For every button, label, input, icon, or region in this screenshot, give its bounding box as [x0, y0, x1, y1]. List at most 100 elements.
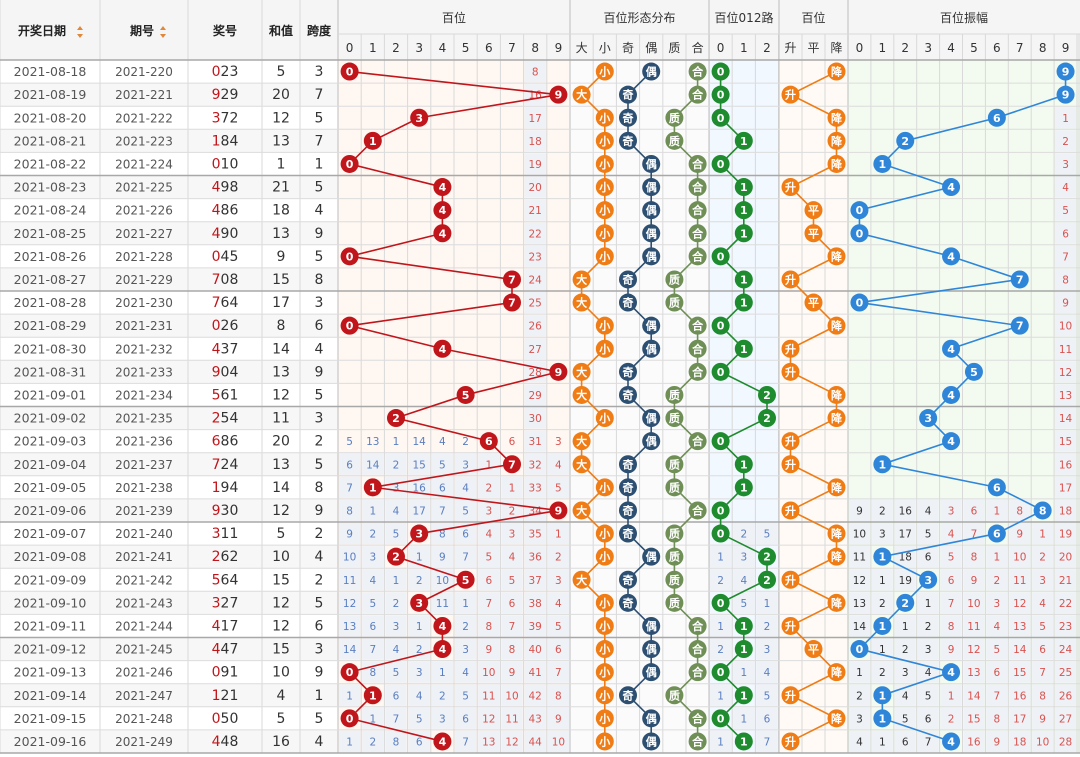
miss-block	[871, 730, 893, 752]
route-ball-label: 0	[717, 158, 725, 171]
row-prize: 708	[212, 272, 239, 288]
route-miss: 6	[764, 713, 771, 725]
hundreds-miss: 5	[462, 690, 469, 702]
amp-miss: 1	[902, 621, 909, 633]
miss-block	[501, 476, 523, 498]
hundreds-miss: 1	[346, 690, 353, 702]
size-ball	[595, 593, 614, 612]
amp-miss: 11	[1059, 344, 1072, 356]
route-ball	[734, 732, 753, 751]
hundreds-ball-label: 0	[346, 250, 354, 263]
size-ball	[595, 247, 614, 266]
row-sum: 13	[272, 364, 290, 380]
hundreds-miss: 40	[529, 644, 542, 656]
size-ball	[595, 339, 614, 358]
hundreds-miss: 7	[462, 736, 469, 748]
prize-rest: 11	[221, 526, 239, 542]
amp-miss: 8	[971, 552, 978, 564]
header-amp-digit-4: 4	[947, 41, 955, 55]
miss-block	[917, 499, 939, 521]
hundreds-miss: 1	[369, 713, 376, 725]
hundreds-miss: 1	[509, 482, 516, 494]
prime-ball	[688, 640, 707, 659]
header-amp-digit-8: 8	[1039, 41, 1047, 55]
size-ball-label: 大	[576, 388, 587, 402]
amp-miss: 2	[856, 690, 863, 702]
parity-ball-label: 偶	[646, 434, 657, 448]
row-sum: 5	[277, 711, 286, 727]
trend-ball	[781, 432, 800, 451]
row-prize: 010	[212, 156, 239, 172]
prime-ball	[665, 593, 684, 612]
hundreds-miss: 30	[529, 413, 542, 425]
row-date: 2021-08-22	[14, 156, 87, 171]
amp-ball	[850, 201, 869, 220]
prime-ball-label: 质	[669, 573, 680, 587]
hundreds-ball	[363, 686, 382, 705]
row-prize: 327	[212, 595, 239, 611]
trend-ball-label: 降	[831, 388, 843, 402]
miss-block	[501, 592, 523, 614]
hundreds-miss: 2	[485, 482, 492, 494]
miss-block	[362, 638, 384, 660]
prime-ball	[688, 178, 707, 197]
size-ball	[572, 270, 591, 289]
hundreds-miss: 1	[369, 505, 376, 517]
hundreds-miss: 1	[393, 575, 400, 587]
miss-block	[431, 499, 453, 521]
route-miss: 5	[764, 690, 771, 702]
hundreds-miss: 41	[529, 667, 542, 679]
row-prize: 184	[212, 133, 239, 149]
hundreds-miss: 2	[555, 552, 562, 564]
miss-block	[547, 592, 569, 614]
miss-block	[524, 268, 546, 290]
miss-block	[1055, 453, 1076, 475]
hundreds-miss: 13	[482, 736, 495, 748]
prize-hundreds: 2	[212, 549, 221, 565]
amp-ball-label: 8	[1039, 504, 1047, 517]
row-stripe	[0, 244, 338, 268]
amp-miss: 7	[1039, 667, 1046, 679]
hundreds-ball-label: 4	[439, 735, 447, 748]
amp-miss: 17	[1059, 482, 1072, 494]
amp-ball-label: 4	[947, 250, 955, 263]
amp-miss: 8	[1016, 505, 1023, 517]
hundreds-miss: 9	[509, 667, 516, 679]
row-sum: 12	[272, 595, 290, 611]
trend-ball	[781, 570, 800, 589]
amp-ball-label: 3	[924, 412, 932, 425]
trend-ball	[827, 62, 846, 81]
parity-ball	[619, 501, 637, 520]
miss-block	[1055, 199, 1076, 221]
trend-ball-label: 降	[831, 157, 843, 171]
parity-ball-label: 偶	[646, 65, 657, 79]
miss-block	[756, 707, 778, 729]
amp-miss: 14	[967, 690, 981, 702]
amp-miss: 19	[1059, 529, 1072, 541]
hundreds-miss: 8	[532, 67, 539, 79]
route-miss: 4	[764, 667, 771, 679]
prize-hundreds: 7	[212, 272, 221, 288]
miss-block	[339, 453, 361, 475]
miss-block	[547, 615, 569, 637]
miss-block	[1055, 268, 1076, 290]
size-ball	[595, 201, 614, 220]
prime-ball-label: 合	[692, 65, 704, 79]
route-ball	[711, 247, 730, 266]
route-miss: 5	[740, 598, 747, 610]
row-issue: 2021-226	[115, 204, 173, 218]
amp-miss: 11	[853, 552, 866, 564]
row-date: 2021-09-12	[14, 642, 87, 657]
miss-block	[963, 615, 985, 637]
hundreds-miss: 6	[509, 436, 516, 448]
prize-rest: 84	[221, 133, 239, 149]
trend-ball	[781, 732, 800, 751]
hundreds-miss: 25	[529, 298, 542, 310]
miss-block	[362, 453, 384, 475]
amp-miss: 7	[971, 529, 978, 541]
trend-ball-label: 降	[831, 550, 843, 564]
hundreds-miss: 6	[555, 644, 562, 656]
miss-block	[894, 661, 916, 683]
miss-block	[1032, 546, 1054, 568]
trend-ball-label: 降	[831, 411, 843, 425]
